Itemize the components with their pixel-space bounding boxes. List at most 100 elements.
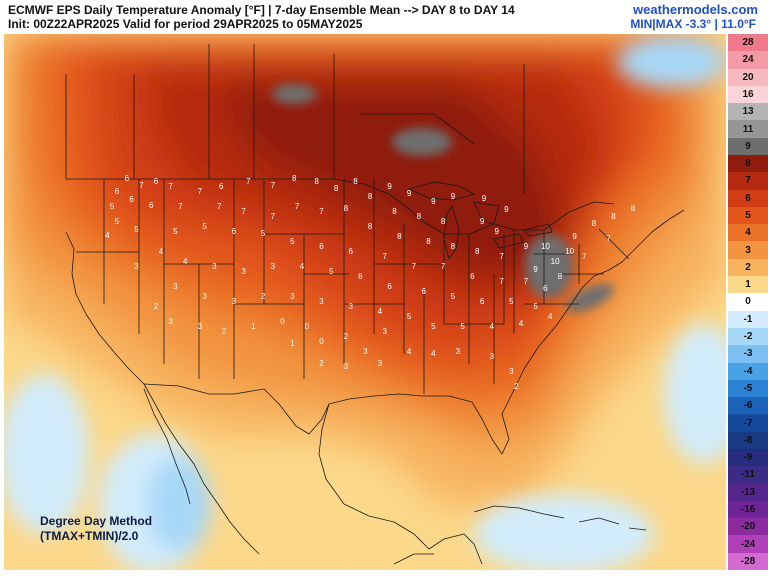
- station-value: 1: [290, 339, 295, 348]
- station-value: 2: [222, 327, 227, 336]
- station-value: 7: [499, 252, 504, 261]
- station-value: 6: [319, 242, 324, 251]
- station-value: 4: [431, 349, 436, 358]
- station-value: 2: [319, 359, 324, 368]
- station-value: 8: [353, 177, 358, 186]
- station-value: 3: [363, 347, 368, 356]
- station-value: 7: [412, 262, 417, 271]
- station-value: 6: [129, 195, 134, 204]
- mexico-gulf-coast: [318, 403, 430, 550]
- station-value: 9: [407, 189, 412, 198]
- station-value: 3: [134, 262, 139, 271]
- station-value: 3: [173, 282, 178, 291]
- station-value: 0: [305, 322, 310, 331]
- station-value: 7: [295, 202, 300, 211]
- method-line-2: (TMAX+TMIN)/2.0: [40, 529, 139, 543]
- station-value: 8: [631, 204, 636, 213]
- station-value: 4: [300, 262, 305, 271]
- station-value: 9: [533, 265, 538, 274]
- station-value: 8: [292, 174, 297, 183]
- legend-swatch: 16: [728, 85, 768, 104]
- legend-swatch: -11: [728, 466, 768, 484]
- station-value: 4: [519, 319, 524, 328]
- station-value: 8: [426, 237, 431, 246]
- canada-us-border: [66, 178, 615, 235]
- station-value: 5: [533, 302, 538, 311]
- gulf-coast-us: [328, 393, 513, 455]
- legend-swatch: -7: [728, 414, 768, 432]
- station-value: 5: [431, 322, 436, 331]
- station-value: 5: [110, 202, 115, 211]
- legend-swatch: -5: [728, 379, 768, 398]
- brand-link[interactable]: weathermodels.com: [633, 2, 758, 17]
- station-value: 9: [524, 242, 529, 251]
- station-value: 6: [387, 282, 392, 291]
- legend-swatch: 28: [728, 34, 768, 52]
- us-mexico-border: [143, 383, 330, 435]
- station-value: 3: [490, 352, 495, 361]
- station-value: 6: [543, 284, 548, 293]
- method-note: Degree Day Method (TMAX+TMIN)/2.0: [40, 514, 152, 544]
- station-value: 6: [125, 174, 130, 183]
- legend-swatch: 3: [728, 241, 768, 259]
- station-value: 3: [348, 302, 353, 311]
- legend-swatch: -24: [728, 535, 768, 553]
- station-value: 3: [509, 367, 514, 376]
- station-value: 7: [319, 207, 324, 216]
- station-value: 8: [441, 217, 446, 226]
- station-value: 9: [572, 232, 577, 241]
- cool-pocket-pacific: [4, 374, 89, 534]
- station-value: 3: [202, 292, 207, 301]
- station-value: 7: [441, 262, 446, 271]
- station-value: 6: [232, 227, 237, 236]
- station-value: 8: [592, 219, 597, 228]
- station-value: 8: [558, 272, 563, 281]
- legend-swatch: 2: [728, 258, 768, 277]
- station-value: 0: [280, 317, 285, 326]
- station-value: 7: [241, 207, 246, 216]
- legend-swatch: 0: [728, 293, 768, 311]
- cool-pocket-southwest-core: [147, 456, 211, 552]
- station-value: 3: [344, 362, 349, 371]
- cool-pocket-atlantic: [664, 324, 726, 464]
- max-anomaly-appalachian: [525, 234, 573, 298]
- station-value: 3: [378, 359, 383, 368]
- legend-swatch: -3: [728, 345, 768, 363]
- station-value: 9: [480, 217, 485, 226]
- max-anomaly-superior: [392, 128, 452, 156]
- legend-swatch: -4: [728, 362, 768, 380]
- station-value: 4: [378, 307, 383, 316]
- station-value: 7: [139, 181, 144, 190]
- station-value: 2: [514, 382, 519, 391]
- station-value: 3: [198, 322, 203, 331]
- station-value: 5: [173, 227, 178, 236]
- coastline-west: [65, 231, 260, 555]
- max-anomaly-hudson: [272, 84, 316, 104]
- cool-pocket-northeast: [617, 36, 726, 88]
- legend-swatch: 7: [728, 172, 768, 190]
- station-value: 3: [232, 297, 237, 306]
- legend-swatch: 1: [728, 276, 768, 294]
- cool-pocket-caribbean: [474, 494, 654, 570]
- station-value: 5: [460, 322, 465, 331]
- station-value: 0: [319, 337, 324, 346]
- caribbean-islands: [473, 505, 647, 531]
- station-value: 3: [456, 347, 461, 356]
- station-value: 6: [348, 247, 353, 256]
- station-value: 1: [251, 322, 256, 331]
- baja-coast: [143, 388, 191, 505]
- method-line-1: Degree Day Method: [40, 514, 153, 528]
- station-value: 5: [329, 267, 334, 276]
- state-lines-central: [343, 179, 505, 394]
- station-value: 8: [334, 184, 339, 193]
- legend-swatch: -9: [728, 448, 768, 467]
- station-value: 8: [451, 242, 456, 251]
- station-value: 6: [219, 182, 224, 191]
- station-value: 10: [541, 242, 550, 251]
- station-value: 8: [314, 177, 319, 186]
- map-subtitle: Init: 00Z22APR2025 Valid for period 29AP…: [8, 17, 363, 31]
- station-value: 5: [261, 229, 266, 238]
- station-value: 3: [319, 297, 324, 306]
